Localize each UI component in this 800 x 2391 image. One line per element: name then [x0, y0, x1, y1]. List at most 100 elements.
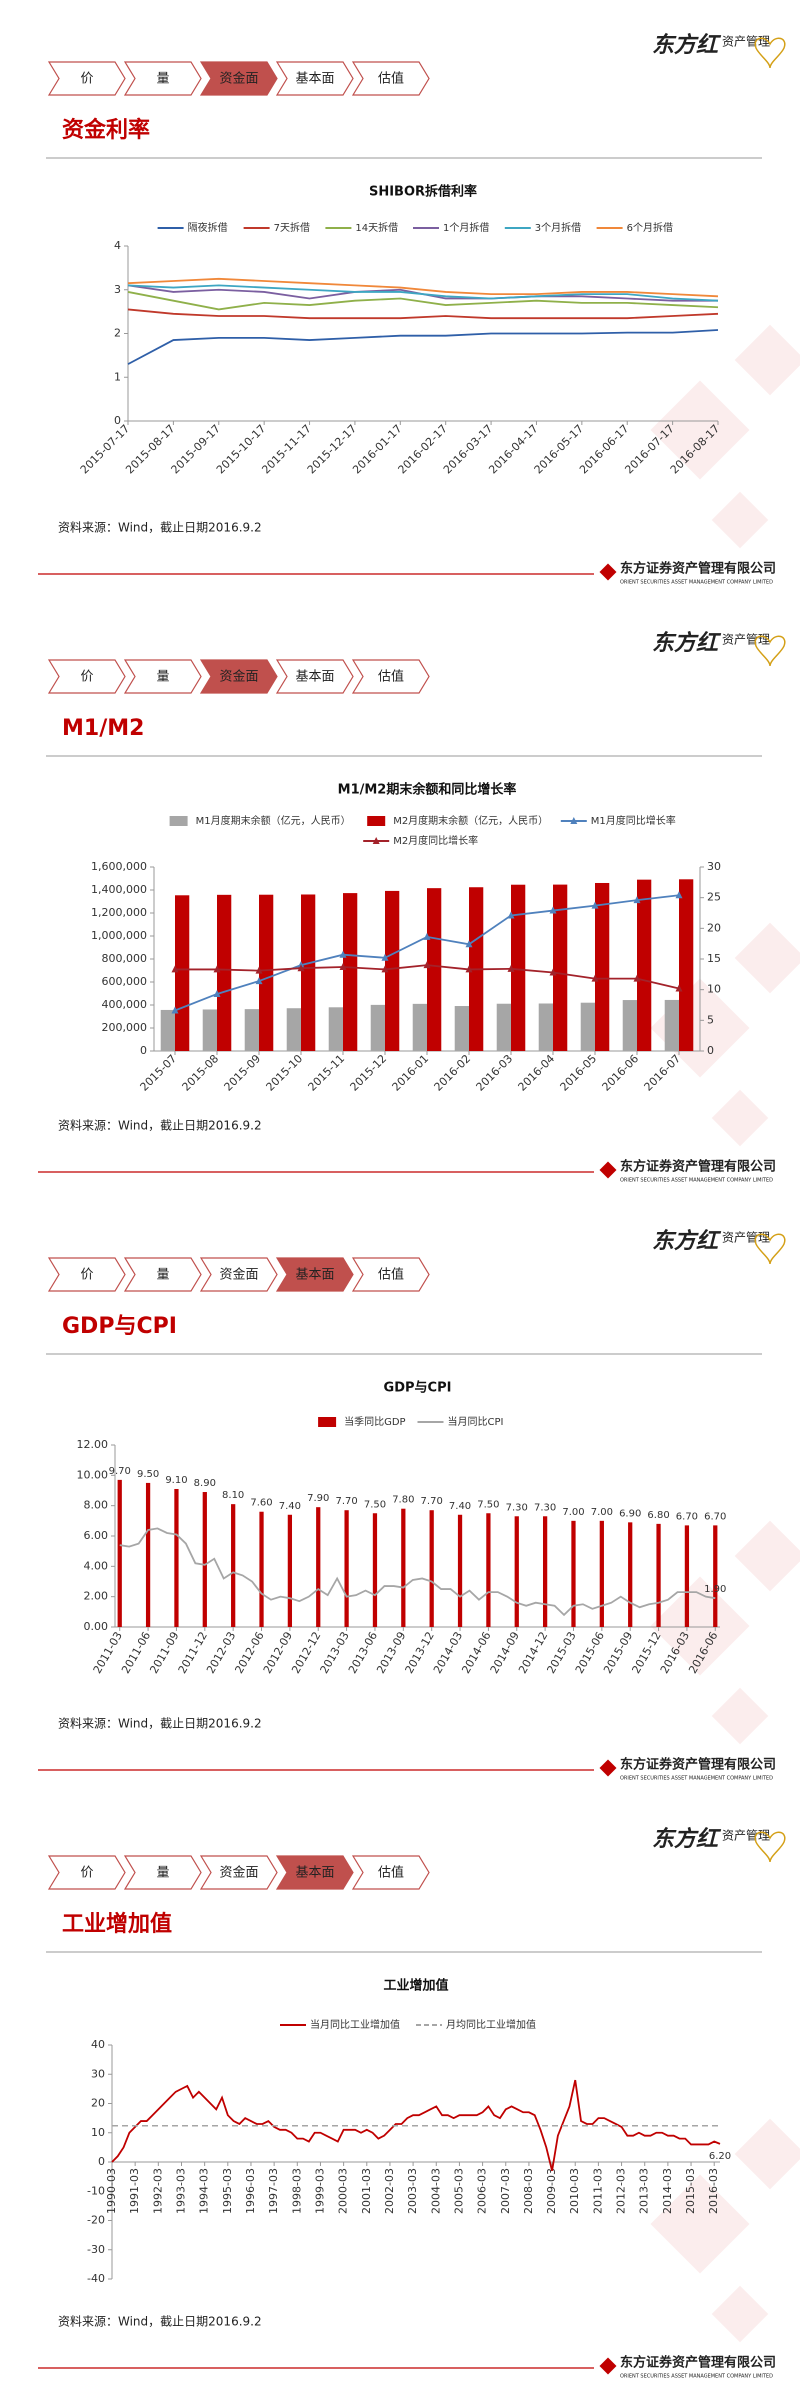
bar [637, 879, 652, 1051]
y-tick-label: 200,000 [102, 1021, 148, 1034]
point-marker [423, 961, 431, 969]
chart-title: 工业增加值 [383, 1978, 448, 1994]
bar [595, 882, 610, 1051]
point-marker [549, 906, 557, 914]
line-series [127, 329, 719, 365]
line-series [127, 277, 719, 298]
bar [514, 1516, 519, 1627]
nav-label: 资金面 [219, 71, 258, 87]
logo-sub: 资产管理 [722, 1230, 770, 1245]
nav-tab [351, 1855, 430, 1890]
data-label: 9.10 [165, 1475, 187, 1486]
watermark [734, 1520, 800, 1592]
y-tick-label: 1,000,000 [91, 929, 147, 942]
point-marker [549, 968, 557, 976]
watermark [734, 2118, 800, 2190]
footer-icon [599, 563, 617, 581]
nav-label: 基本面 [295, 670, 334, 685]
bar [622, 1000, 637, 1051]
bar [343, 893, 358, 1051]
heart [754, 37, 786, 69]
point-marker [465, 965, 473, 973]
source-note: 资料来源：Wind，截止日期2016.9.2 [58, 1119, 262, 1133]
bar [412, 1003, 427, 1051]
point-marker [675, 984, 683, 992]
nav-tab [47, 1855, 126, 1890]
bar [684, 1525, 690, 1627]
x-tick-label: 1993-03 [174, 2168, 187, 2214]
point-marker [255, 977, 263, 985]
watermark [650, 2174, 750, 2274]
line-series [111, 2079, 721, 2171]
y-tick-label: 10 [91, 2126, 105, 2139]
legend-swatch [169, 816, 188, 826]
y2-tick-label: 5 [707, 1013, 714, 1026]
y-tick-label: 1,600,000 [91, 860, 147, 873]
data-label: 7.00 [591, 1507, 613, 1518]
y-tick-label: 400,000 [102, 998, 148, 1011]
point-marker [591, 901, 599, 909]
data-label: 9.70 [109, 1466, 131, 1477]
x-tick-label: 1997-03 [267, 2168, 280, 2214]
nav-tab [275, 1855, 354, 1890]
nav-tab [275, 1257, 354, 1292]
bar [679, 879, 694, 1051]
x-tick-label: 2015-03 [684, 2168, 697, 2214]
bar [370, 1004, 385, 1051]
y-tick-label: 10.00 [77, 1468, 109, 1481]
y-tick-label: -10 [87, 2184, 105, 2197]
y-tick-label: 0 [140, 1044, 147, 1057]
logo: 东方红 [652, 1228, 722, 1254]
legend-swatch [367, 816, 386, 826]
nav-tab [199, 1855, 278, 1890]
data-label: 6.80 [647, 1510, 669, 1521]
data-label: 7.40 [449, 1501, 471, 1512]
point-marker [507, 964, 515, 972]
watermark [650, 380, 750, 480]
bar [713, 1525, 718, 1627]
source-note: 资料来源：Wind，截止日期2016.9.2 [58, 2315, 262, 2329]
footer-company-en: ORIENT SECURITIES ASSET MANAGEMENT COMPA… [620, 2374, 773, 2380]
nav-tab [123, 659, 202, 694]
bar [454, 1006, 469, 1051]
nav-label: 价 [80, 72, 93, 87]
y-tick-label: 0.00 [84, 1620, 109, 1633]
x-tick-label: 2006-03 [476, 2168, 489, 2214]
nav-tab [199, 659, 278, 694]
y-tick-label: 12.00 [77, 1438, 109, 1451]
footer-icon [599, 2357, 617, 2375]
watermark [711, 1089, 769, 1147]
section-title: 资金利率 [62, 117, 150, 143]
nav-tab [123, 1855, 202, 1890]
x-tick-label: 2016-04 [516, 1052, 558, 1094]
bar [287, 1514, 293, 1627]
y-tick-label: -30 [87, 2243, 105, 2256]
line-series [127, 284, 718, 302]
x-tick-label: 2001-03 [360, 2168, 373, 2214]
x-tick-label: 2007-03 [499, 2168, 512, 2214]
section-title: M1/M2 [62, 716, 144, 741]
data-label: 7.60 [250, 1498, 272, 1509]
point-marker [171, 1006, 179, 1014]
nav-label: 基本面 [295, 1866, 334, 1881]
x-tick-label: 2002-03 [383, 2168, 396, 2214]
legend-label: 当月同比工业增加值 [310, 2018, 400, 2031]
x-tick-label: 2000-03 [337, 2168, 350, 2214]
legend-marker [570, 817, 578, 824]
data-label: 7.70 [421, 1496, 443, 1507]
bar [427, 888, 442, 1051]
legend-label: 6个月拆借 [627, 221, 673, 234]
bar [385, 890, 400, 1051]
line-series [127, 291, 719, 311]
x-tick-label: 2009-03 [545, 2168, 558, 2214]
logo-sub: 资产管理 [722, 34, 770, 49]
y2-tick-label: 10 [707, 983, 721, 996]
point-marker [213, 965, 221, 973]
bar [553, 884, 568, 1051]
nav-label: 价 [80, 1866, 93, 1881]
x-tick-label: 2008-03 [522, 2168, 535, 2214]
bar [145, 1482, 151, 1627]
bar [628, 1522, 633, 1627]
x-tick-label: 2016-03 [474, 1052, 516, 1094]
